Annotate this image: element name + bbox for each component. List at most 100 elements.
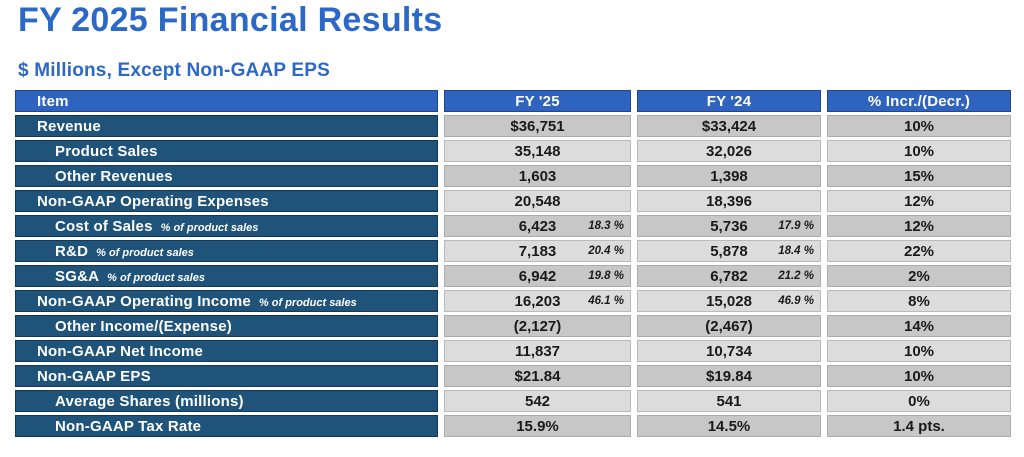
value: 6,423 bbox=[518, 217, 557, 235]
item-cell: Other Revenues bbox=[15, 165, 438, 187]
item-cell: R&D % of product sales bbox=[15, 240, 438, 262]
value: 32,026 bbox=[706, 142, 752, 160]
column-header-item: Item bbox=[15, 90, 438, 112]
value: $19.84 bbox=[706, 367, 752, 385]
change-cell: 0% bbox=[827, 390, 1011, 412]
fy25-cell: 1,603 bbox=[444, 165, 631, 187]
value: (2,127) bbox=[513, 317, 562, 335]
value: 10,734 bbox=[706, 342, 752, 360]
pct-of-sales: 21.2 % bbox=[778, 270, 814, 282]
pct-of-sales: 18.3 % bbox=[588, 220, 624, 232]
item-suffix: % of product sales bbox=[258, 296, 357, 309]
item-cell: Non-GAAP Operating Expenses bbox=[15, 190, 438, 212]
value: $36,751 bbox=[510, 117, 565, 135]
fy25-cell: 7,183 20.4 % bbox=[444, 240, 631, 262]
fy25-cell: 15.9% bbox=[444, 415, 631, 437]
fy24-cell: $33,424 bbox=[637, 115, 821, 137]
fy25-cell: 16,203 46.1 % bbox=[444, 290, 631, 312]
item-suffix: % of product sales bbox=[160, 221, 259, 234]
item-cell: SG&A % of product sales bbox=[15, 265, 438, 287]
pct-of-sales: 46.1 % bbox=[588, 295, 624, 307]
fy24-cell: 541 bbox=[637, 390, 821, 412]
value: 15,028 bbox=[706, 292, 752, 310]
item-label: Non-GAAP Operating Income bbox=[37, 292, 251, 310]
financial-results-table: Item FY '25 FY '24 % Incr./(Decr.) Reven… bbox=[15, 90, 1011, 437]
item-label: Other Income/(Expense) bbox=[55, 317, 232, 335]
change-cell: 10% bbox=[827, 115, 1011, 137]
value: 16,203 bbox=[514, 292, 561, 310]
value: 35,148 bbox=[514, 142, 561, 160]
value: 5,878 bbox=[710, 242, 748, 260]
item-label: R&D bbox=[55, 242, 89, 260]
value: 1,603 bbox=[518, 167, 557, 185]
value: 1,398 bbox=[710, 167, 748, 185]
fy24-cell: 1,398 bbox=[637, 165, 821, 187]
value: 11,837 bbox=[514, 342, 561, 360]
value: 14.5% bbox=[707, 417, 751, 435]
pct-of-sales: 19.8 % bbox=[588, 270, 624, 282]
column-header-fy25: FY '25 bbox=[444, 90, 631, 112]
change-cell: 1.4 pts. bbox=[827, 415, 1011, 437]
pct-of-sales: 20.4 % bbox=[588, 245, 624, 257]
fy24-cell: 6,782 21.2 % bbox=[637, 265, 821, 287]
value: 8% bbox=[908, 292, 930, 310]
column-header-fy24: FY '24 bbox=[637, 90, 821, 112]
item-suffix: % of product sales bbox=[96, 246, 194, 259]
item-cell: Other Income/(Expense) bbox=[15, 315, 438, 337]
fy25-cell: 35,148 bbox=[444, 140, 631, 162]
value: 0% bbox=[908, 392, 930, 410]
item-label: Average Shares (millions) bbox=[55, 392, 244, 410]
fy25-cell: 6,942 19.8 % bbox=[444, 265, 631, 287]
pct-of-sales: 46.9 % bbox=[778, 295, 814, 307]
fy24-cell: 18,396 bbox=[637, 190, 821, 212]
item-label: Non-GAAP Operating Expenses bbox=[37, 192, 269, 210]
fy25-cell: (2,127) bbox=[444, 315, 631, 337]
item-label: Product Sales bbox=[55, 142, 158, 160]
fy25-cell: 11,837 bbox=[444, 340, 631, 362]
fy24-cell: 32,026 bbox=[637, 140, 821, 162]
item-label: Non-GAAP EPS bbox=[37, 367, 151, 385]
value: 15% bbox=[903, 167, 935, 185]
value: 12% bbox=[903, 217, 935, 235]
value: (2,467) bbox=[705, 317, 753, 335]
change-cell: 10% bbox=[827, 365, 1011, 387]
value: $33,424 bbox=[701, 117, 757, 135]
item-cell: Non-GAAP Net Income bbox=[15, 340, 438, 362]
value: 10% bbox=[903, 117, 935, 135]
fy24-cell: $19.84 bbox=[637, 365, 821, 387]
change-cell: 22% bbox=[827, 240, 1011, 262]
item-cell: Average Shares (millions) bbox=[15, 390, 438, 412]
change-cell: 12% bbox=[827, 190, 1011, 212]
item-label: Other Revenues bbox=[55, 167, 173, 185]
fy24-cell: 14.5% bbox=[637, 415, 821, 437]
value: 6,942 bbox=[518, 267, 557, 285]
change-cell: 10% bbox=[827, 140, 1011, 162]
fy25-cell: 20,548 bbox=[444, 190, 631, 212]
fy25-cell: 6,423 18.3 % bbox=[444, 215, 631, 237]
change-cell: 12% bbox=[827, 215, 1011, 237]
change-cell: 14% bbox=[827, 315, 1011, 337]
change-cell: 10% bbox=[827, 340, 1011, 362]
value: 18,396 bbox=[706, 192, 752, 210]
fy25-cell: 542 bbox=[444, 390, 631, 412]
column-header-change: % Incr./(Decr.) bbox=[827, 90, 1011, 112]
value: 10% bbox=[903, 142, 935, 160]
item-cell: Product Sales bbox=[15, 140, 438, 162]
item-cell: Non-GAAP Operating Income % of product sa… bbox=[15, 290, 438, 312]
value: 20,548 bbox=[514, 192, 561, 210]
change-cell: 2% bbox=[827, 265, 1011, 287]
item-suffix: % of product sales bbox=[107, 271, 205, 284]
fy24-cell: 15,028 46.9 % bbox=[637, 290, 821, 312]
item-label: Cost of Sales bbox=[55, 217, 153, 235]
value: $21.84 bbox=[514, 367, 561, 385]
value: 14% bbox=[903, 317, 935, 335]
pct-of-sales: 18.4 % bbox=[778, 245, 814, 257]
value: 5,736 bbox=[710, 217, 748, 235]
fy24-cell: 10,734 bbox=[637, 340, 821, 362]
value: 7,183 bbox=[518, 242, 557, 260]
item-cell: Non-GAAP Tax Rate bbox=[15, 415, 438, 437]
value: 6,782 bbox=[710, 267, 748, 285]
value: 15.9% bbox=[516, 417, 559, 435]
page-subtitle: $ Millions, Except Non-GAAP EPS bbox=[18, 60, 331, 81]
pct-of-sales: 17.9 % bbox=[778, 220, 814, 232]
